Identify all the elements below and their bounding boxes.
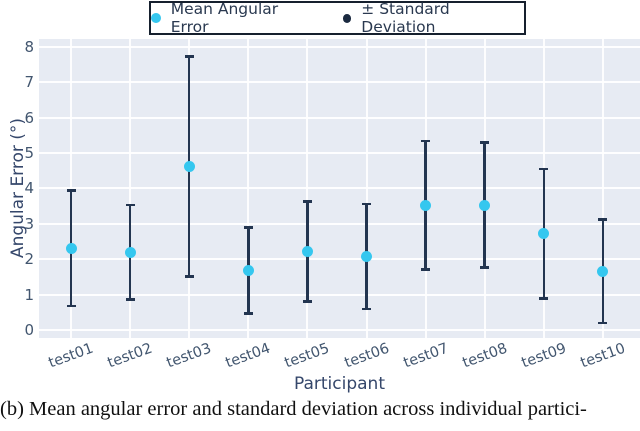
- gridline-y-0: [39, 329, 640, 331]
- gridline-y-3: [39, 222, 640, 225]
- errorbar-cap-bottom-test04: [243, 312, 253, 315]
- mean-marker-icon: [151, 13, 161, 23]
- errorbar-cap-bottom-test05: [302, 300, 312, 303]
- errorbar-cap-bottom-test08: [480, 266, 490, 269]
- errorbar-cap-top-test08: [480, 141, 490, 144]
- y-tick-label: 6: [24, 108, 34, 127]
- errorbar-cap-top-test06: [362, 202, 371, 206]
- errorbar-cap-bottom-test02: [125, 298, 135, 301]
- legend-item-mean: Mean Angular Error: [151, 0, 317, 36]
- gridline-y-2: [39, 258, 640, 261]
- errorbar-cap-bottom-test09: [539, 297, 549, 300]
- errorbar-cap-top-test04: [243, 226, 253, 229]
- legend-label-std: ± Standard Deviation: [361, 0, 450, 36]
- errorbar-cap-bottom-test01: [66, 304, 76, 308]
- errorbar-cap-bottom-test07: [421, 268, 431, 271]
- y-tick-label: 2: [24, 250, 34, 269]
- errorbar-cap-bottom-test03: [184, 275, 194, 278]
- gridline-x-test10: [601, 39, 604, 338]
- gridline-x-test05: [306, 39, 309, 338]
- plot-area: [39, 39, 640, 338]
- errorbar-cap-top-test07: [421, 139, 431, 143]
- errorbar-cap-top-test09: [539, 167, 549, 171]
- errorbar-cap-bottom-test10: [598, 321, 608, 325]
- gridline-x-test02: [129, 39, 132, 338]
- mean-point-test04: [242, 265, 254, 277]
- mean-point-test01: [65, 242, 77, 254]
- errorbar-cap-top-test01: [66, 189, 76, 192]
- std-marker-icon: [342, 13, 352, 23]
- gridline-y-8: [39, 45, 640, 48]
- y-tick-label: 0: [24, 321, 34, 339]
- y-tick-label: 4: [24, 179, 34, 198]
- mean-point-test05: [301, 245, 313, 257]
- x-axis-title: Participant: [293, 374, 385, 394]
- gridline-x-test06: [365, 39, 368, 338]
- errorbar-cap-top-test02: [125, 203, 135, 207]
- gridline-y-7: [39, 81, 640, 84]
- gridline-y-6: [39, 116, 640, 119]
- y-tick-label: 5: [24, 144, 34, 162]
- mean-point-test03: [183, 160, 195, 172]
- y-tick-label: 7: [24, 73, 34, 92]
- mean-point-test07: [420, 199, 432, 211]
- errorbar-cap-bottom-test06: [362, 307, 371, 311]
- gridline-y-4: [39, 187, 640, 190]
- gridline-y-1: [39, 293, 640, 296]
- mean-point-test09: [538, 228, 550, 240]
- gridline-x-test01: [70, 39, 72, 338]
- figure-caption: (b) Mean angular error and standard devi…: [0, 398, 587, 420]
- mean-point-test10: [597, 265, 609, 277]
- errorbar-cap-top-test03: [184, 55, 194, 58]
- errorbar-cap-top-test05: [302, 200, 312, 203]
- errorbar-cap-top-test10: [598, 218, 608, 221]
- mean-point-test08: [479, 199, 491, 211]
- y-tick-label: 3: [24, 214, 34, 233]
- chart-legend: Mean Angular Error ± Standard Deviation: [149, 0, 526, 36]
- y-tick-label: 1: [24, 285, 34, 304]
- mean-point-test02: [124, 246, 136, 258]
- gridline-x-test04: [247, 39, 250, 338]
- mean-point-test06: [361, 250, 372, 262]
- legend-item-std: ± Standard Deviation: [342, 0, 524, 36]
- legend-label-mean: Mean Angular Error: [170, 0, 279, 36]
- y-tick-label: 8: [24, 37, 34, 56]
- gridline-y-5: [39, 152, 640, 154]
